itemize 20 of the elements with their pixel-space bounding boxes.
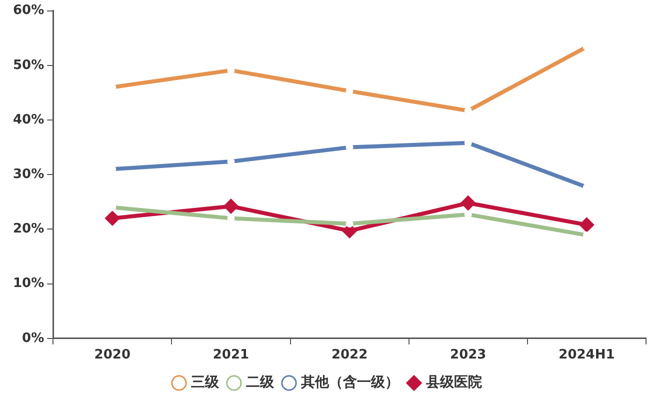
y-tick-label: 60%	[12, 3, 44, 18]
y-tick-label: 50%	[12, 58, 44, 73]
y-tick-label: 40%	[12, 112, 44, 128]
point	[223, 198, 238, 214]
point	[460, 195, 476, 210]
x-tick-label: 2020	[94, 348, 130, 363]
point	[579, 217, 594, 232]
legend-label: 三级	[191, 374, 220, 391]
x-tick-label: 2024H1	[558, 348, 615, 363]
y-tick-label: 0%	[22, 330, 44, 346]
x-tick-label: 2023	[450, 348, 486, 363]
y-tick-label: 20%	[12, 222, 44, 237]
y-tick-label: 30%	[12, 166, 44, 182]
point	[104, 210, 120, 226]
legend-label: 二级	[246, 374, 275, 391]
x-tick-label: 2021	[212, 348, 250, 363]
y-tick-label: 10%	[12, 276, 44, 292]
legend-label: 县级医院	[425, 374, 482, 391]
x-tick-label: 2022	[331, 348, 368, 363]
legend-label: 其他（含一级）	[300, 374, 399, 391]
